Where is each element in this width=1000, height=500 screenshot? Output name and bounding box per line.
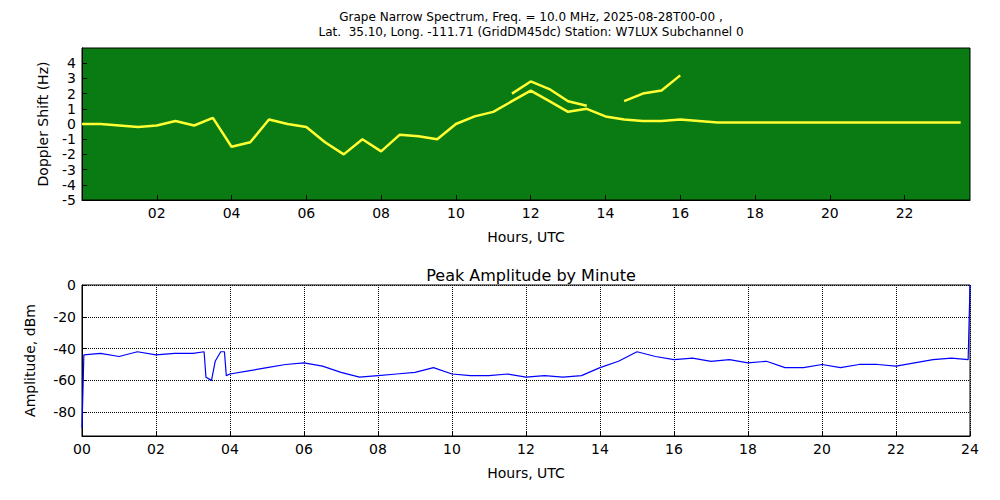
svg-text:Grape Narrow Spectrum, Freq. =: Grape Narrow Spectrum, Freq. = 10.0 MHz,…	[339, 10, 722, 24]
svg-text:0: 0	[67, 116, 76, 132]
svg-text:10: 10	[443, 441, 461, 457]
svg-text:-60: -60	[53, 372, 76, 388]
svg-text:00: 00	[73, 441, 91, 457]
svg-text:-1: -1	[62, 131, 76, 147]
svg-text:2: 2	[67, 86, 76, 102]
svg-text:20: 20	[821, 205, 839, 221]
svg-text:Amplitude, dBm: Amplitude, dBm	[22, 304, 38, 417]
svg-text:Hours, UTC: Hours, UTC	[487, 229, 565, 245]
svg-text:Peak Amplitude by Minute: Peak Amplitude by Minute	[426, 266, 636, 285]
svg-text:-40: -40	[53, 341, 76, 357]
svg-text:04: 04	[221, 441, 239, 457]
svg-text:0: 0	[67, 277, 76, 293]
svg-text:18: 18	[739, 441, 757, 457]
svg-text:16: 16	[665, 441, 683, 457]
svg-text:14: 14	[591, 441, 609, 457]
svg-text:1: 1	[67, 101, 76, 117]
svg-text:02: 02	[148, 205, 166, 221]
svg-text:04: 04	[223, 205, 241, 221]
svg-text:06: 06	[297, 205, 315, 221]
svg-text:12: 12	[522, 205, 540, 221]
svg-text:08: 08	[372, 205, 390, 221]
svg-text:-20: -20	[53, 309, 76, 325]
svg-text:20: 20	[813, 441, 831, 457]
svg-text:08: 08	[369, 441, 387, 457]
svg-text:-2: -2	[62, 146, 76, 162]
svg-text:02: 02	[147, 441, 165, 457]
svg-text:06: 06	[295, 441, 313, 457]
svg-text:Doppler Shift (Hz): Doppler Shift (Hz)	[35, 62, 51, 187]
svg-text:14: 14	[597, 205, 615, 221]
svg-text:22: 22	[896, 205, 914, 221]
svg-text:-4: -4	[62, 177, 76, 193]
svg-text:4: 4	[67, 55, 76, 71]
svg-text:24: 24	[961, 441, 979, 457]
svg-text:22: 22	[887, 441, 905, 457]
svg-text:3: 3	[67, 70, 76, 86]
svg-text:-5: -5	[62, 192, 76, 208]
svg-text:12: 12	[517, 441, 535, 457]
svg-text:Hours, UTC: Hours, UTC	[487, 465, 565, 481]
svg-text:18: 18	[746, 205, 764, 221]
svg-text:-3: -3	[62, 162, 76, 178]
svg-text:-80: -80	[53, 404, 76, 420]
svg-text:16: 16	[671, 205, 689, 221]
svg-text:Lat. 35.10, Long. -111.71 (Gr: Lat. 35.10, Long. -111.71 (GridDM45dc) S…	[318, 25, 743, 39]
svg-text:10: 10	[447, 205, 465, 221]
